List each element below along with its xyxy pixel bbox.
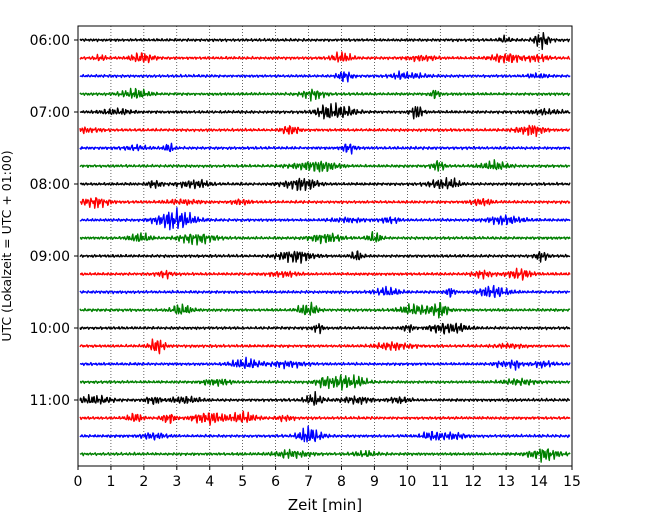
trace-row [79, 338, 571, 355]
x-tick-label: 7 [304, 474, 313, 490]
x-tick-label: 8 [337, 474, 346, 490]
trace-row [79, 448, 571, 463]
trace-row [79, 87, 571, 102]
x-tick-label: 9 [370, 474, 379, 490]
trace-row [79, 356, 571, 371]
y-tick-label: 09:00 [30, 249, 70, 265]
trace-row [79, 374, 571, 391]
seismogram-traces [79, 31, 571, 463]
trace-row [79, 159, 571, 173]
trace-row [79, 301, 571, 319]
trace-row [79, 267, 571, 281]
x-axis-label: Zeit [min] [288, 496, 362, 514]
trace-row [79, 390, 571, 406]
x-tick-label: 4 [205, 474, 214, 490]
grid-lines [110, 26, 540, 466]
x-tick-label: 6 [271, 474, 280, 490]
y-axis-ticks: 06:00 07:00 08:00 09:00 10:00 11:00 [30, 33, 78, 409]
y-tick-label: 07:00 [30, 105, 70, 121]
y-tick-label: 11:00 [30, 393, 70, 409]
x-tick-label: 10 [398, 474, 416, 490]
trace-row [79, 207, 571, 231]
trace-row [79, 425, 571, 443]
x-tick-label: 0 [74, 474, 83, 490]
trace-row [79, 142, 571, 155]
y-tick-label: 08:00 [30, 177, 70, 193]
trace-row [79, 250, 571, 264]
trace-row [79, 124, 571, 138]
trace-row [79, 231, 571, 246]
trace-row [79, 177, 571, 192]
x-tick-label: 14 [530, 474, 548, 490]
x-tick-label: 12 [464, 474, 482, 490]
trace-row [79, 102, 571, 120]
x-tick-label: 3 [172, 474, 181, 490]
x-tick-label: 1 [106, 474, 115, 490]
x-axis-ticks: 0 1 2 3 4 5 6 7 8 9 10 11 12 13 14 15 [74, 466, 581, 490]
trace-row [79, 322, 571, 335]
trace-row [79, 284, 571, 299]
y-axis-label: UTC (Lokalzeit = UTC + 01:00) [0, 150, 14, 341]
plot-frame [77, 25, 573, 467]
x-tick-label: 11 [431, 474, 449, 490]
trace-row [79, 197, 571, 209]
trace-row [79, 51, 571, 64]
trace-row [79, 70, 571, 83]
x-tick-label: 5 [238, 474, 247, 490]
y-tick-label: 10:00 [30, 321, 70, 337]
x-tick-label: 15 [563, 474, 581, 490]
trace-row [79, 410, 571, 426]
x-tick-label: 2 [139, 474, 148, 490]
trace-row [79, 31, 571, 51]
x-tick-label: 13 [497, 474, 515, 490]
y-tick-label: 06:00 [30, 33, 70, 49]
